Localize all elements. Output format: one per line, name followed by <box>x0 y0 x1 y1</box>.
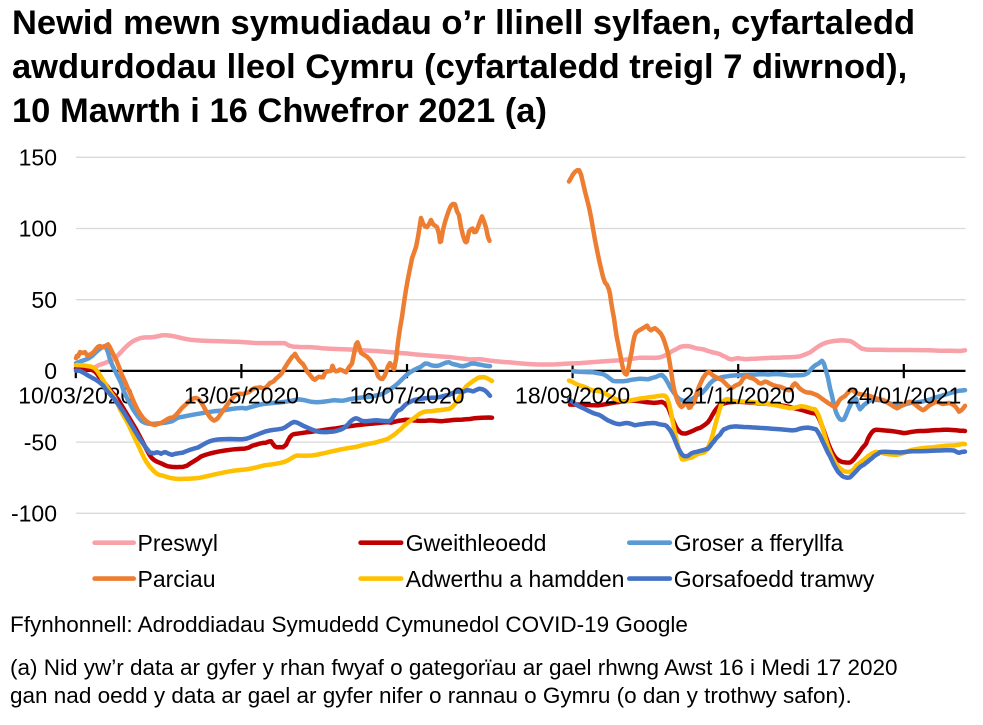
svg-text:100: 100 <box>19 216 57 242</box>
svg-text:24/01/2021: 24/01/2021 <box>846 383 961 409</box>
svg-text:150: 150 <box>19 145 57 171</box>
svg-text:50: 50 <box>31 287 57 313</box>
svg-text:0: 0 <box>44 358 57 384</box>
svg-text:Preswyl: Preswyl <box>138 530 219 556</box>
svg-text:-50: -50 <box>24 429 57 455</box>
svg-text:Parciau: Parciau <box>138 566 216 592</box>
svg-text:13/05/2020: 13/05/2020 <box>184 383 299 409</box>
svg-text:21/11/2020: 21/11/2020 <box>681 383 794 409</box>
svg-text:16/07/2020: 16/07/2020 <box>349 383 464 409</box>
svg-text:-100: -100 <box>11 501 57 527</box>
svg-text:Gweithleoedd: Gweithleoedd <box>406 530 547 556</box>
svg-text:Adwerthu a hamdden: Adwerthu a hamdden <box>406 566 625 592</box>
svg-text:Groser a fferyllfa: Groser a fferyllfa <box>674 530 844 556</box>
svg-text:Gorsafoedd tramwy: Gorsafoedd tramwy <box>674 566 875 592</box>
svg-text:18/09/2020: 18/09/2020 <box>515 383 630 409</box>
